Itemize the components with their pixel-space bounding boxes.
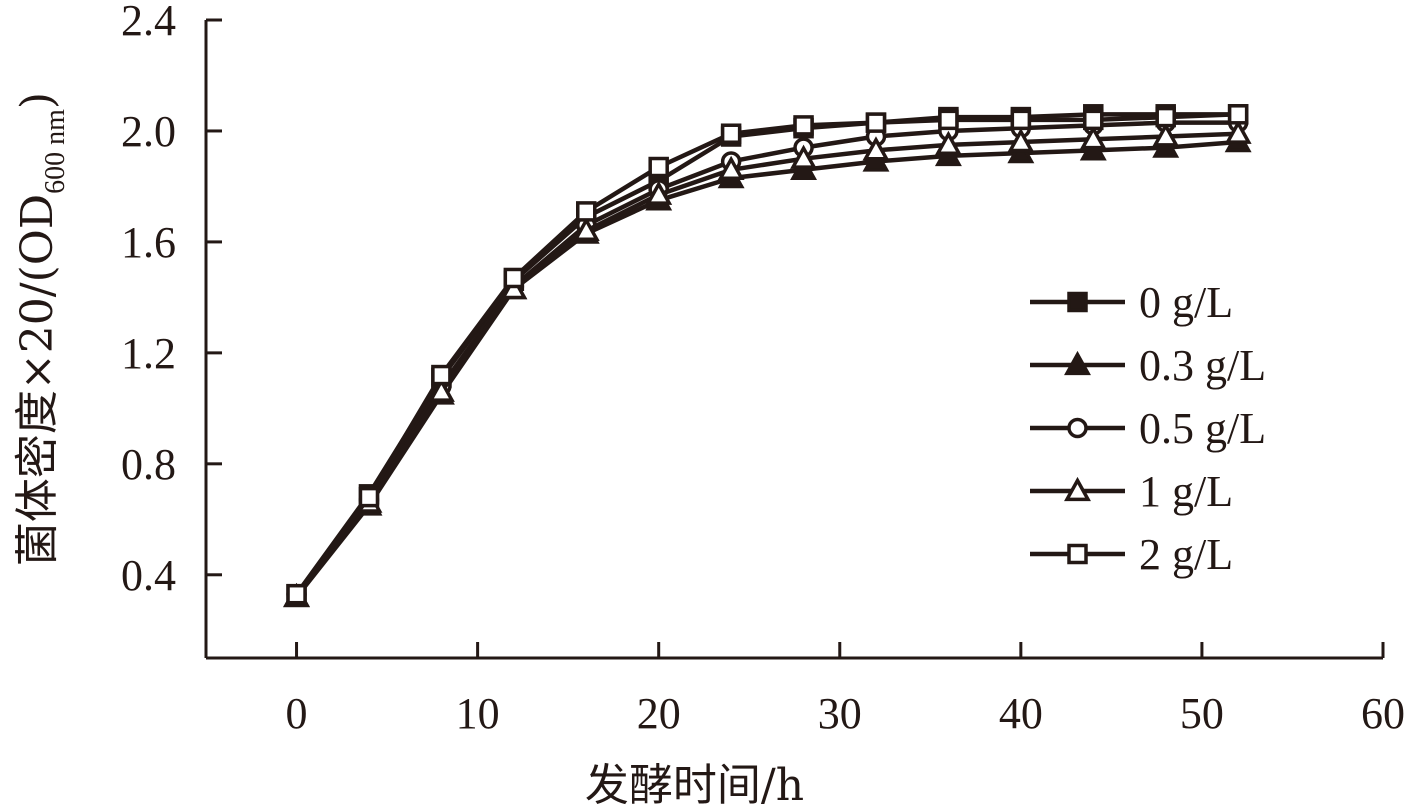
y-axis-title-subscript: 600 nm [40,109,71,194]
legend-marker [1067,417,1088,439]
y-tick-label: 0.4 [121,551,176,600]
legend-label: 0 g/L [1139,278,1233,327]
series-line [294,120,1239,596]
x-tick-label: 10 [456,689,500,738]
data-point [576,201,597,222]
data-point [790,144,818,169]
legend-label: 1 g/L [1139,467,1233,516]
series [286,104,1249,605]
y-axis-title-main: 菌体密度×20/(OD [12,194,63,566]
legend-marker [1064,350,1091,376]
data-point [648,156,669,178]
data-point [1152,122,1180,147]
y-axis-title: 菌体密度×20/(OD600 nm) [12,92,71,566]
series-line [294,112,1239,596]
data-point [572,216,600,241]
data-point [1155,106,1176,128]
legend-marker [1064,476,1091,502]
series [283,127,1252,608]
series [286,104,1249,605]
x-tick-label: 30 [818,689,862,738]
data-point [427,377,455,402]
y-tick-label: 2.4 [121,0,176,45]
x-tick-label: 20 [637,689,681,738]
legend: 0 g/L 0.3 g/L 0.5 g/L 1 g/L 2 g/L [1030,278,1266,579]
data-point [503,267,525,289]
x-tick-label: 40 [999,689,1043,738]
legend-marker [1067,543,1088,565]
x-tick-label: 50 [1180,689,1224,738]
y-tick-label: 1.6 [121,218,176,267]
data-point [1007,127,1035,153]
data-point [938,109,959,131]
series-group [283,104,1252,608]
data-point [358,486,380,508]
legend-item: 0 g/L [1030,278,1233,327]
data-point [1079,125,1107,150]
x-ticks: 0 10 20 30 40 50 60 [286,642,1405,738]
axes [204,20,1383,660]
series-line [294,112,1239,596]
legend-item: 2 g/L [1030,530,1233,579]
legend-item: 0.5 g/L [1030,404,1266,453]
data-point [1224,119,1252,144]
data-point [934,130,962,155]
series-line [294,131,1239,599]
data-point [1010,109,1032,131]
x-axis-title: 发酵时间/h [585,760,804,810]
y-tick-label: 2.0 [121,107,176,156]
legend-label: 2 g/L [1139,530,1233,579]
legend-item: 1 g/L [1030,467,1233,516]
y-tick-label: 1.2 [121,329,176,378]
data-point [862,136,890,161]
data-point [645,180,673,205]
legend-marker [1067,291,1088,313]
data-point [793,115,814,136]
y-ticks: 0.4 0.8 1.2 1.6 2.0 2.4 [121,0,222,600]
legend-label: 0.3 g/L [1139,341,1266,390]
legend-item: 0.3 g/L [1030,341,1266,390]
data-point [1227,104,1249,125]
data-point [717,155,745,180]
data-point [1083,109,1104,131]
data-point [286,583,307,605]
data-point [865,112,887,133]
x-tick-label: 0 [286,689,308,738]
data-point [720,123,742,144]
series [286,112,1249,605]
y-axis-title-close: ) [12,92,63,109]
y-tick-label: 0.8 [121,440,176,489]
x-tick-label: 60 [1361,689,1405,738]
data-point [431,364,452,386]
legend-label: 0.5 g/L [1139,404,1266,453]
